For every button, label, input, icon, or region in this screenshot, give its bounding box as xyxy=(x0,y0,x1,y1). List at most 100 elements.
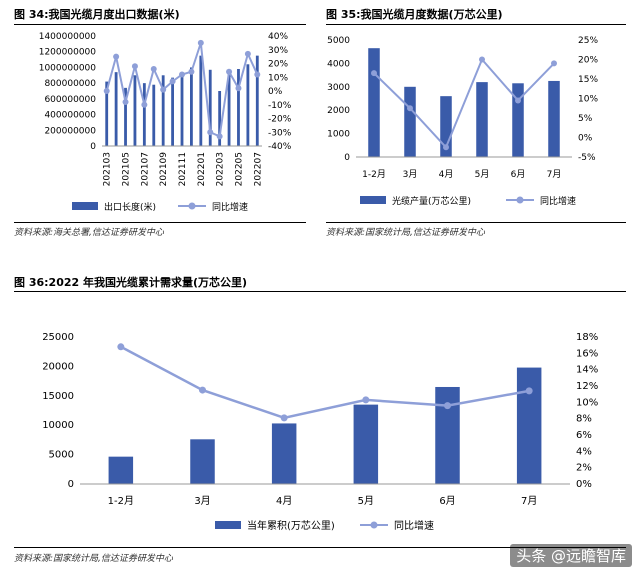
right-tick-label: -5% xyxy=(578,153,596,163)
x-tick-label: 202201 xyxy=(197,152,207,186)
bar xyxy=(435,386,460,484)
line-point xyxy=(207,129,214,136)
source-note: 资料来源:国家统计局,信达证券研发中心 xyxy=(326,228,485,238)
left-tick-label: 10000 xyxy=(42,420,74,431)
left-tick-label: 600000000 xyxy=(44,95,96,105)
right-tick-label: 15% xyxy=(578,75,598,85)
right-tick-label: -10% xyxy=(268,101,292,111)
bar xyxy=(108,456,134,484)
bar xyxy=(190,67,193,146)
right-tick-label: 2% xyxy=(576,463,592,474)
left-tick-label: 15000 xyxy=(42,391,74,402)
bar xyxy=(180,76,184,146)
right-tick-label: 0% xyxy=(268,87,283,97)
x-tick-label: 6月 xyxy=(511,169,526,180)
left-tick-label: 25000 xyxy=(42,332,74,343)
legend-bar-swatch xyxy=(72,202,98,210)
line-point xyxy=(443,144,449,151)
left-tick-label: 0 xyxy=(90,142,96,152)
line-point xyxy=(160,86,167,93)
right-tick-label: 10% xyxy=(578,95,598,105)
right-tick-label: 40% xyxy=(268,32,288,42)
watermark-logo: 头条 @远瞻智库 xyxy=(510,544,632,567)
bar xyxy=(124,87,127,146)
source-note: 资料来源:海关总署,信达证券研发中心 xyxy=(14,228,164,238)
line-point xyxy=(122,99,129,105)
legend-line-label: 同比增速 xyxy=(540,195,576,207)
line-point xyxy=(244,50,251,57)
right-tick-label: 10% xyxy=(268,73,288,83)
right-tick-label: 16% xyxy=(576,348,598,359)
bar xyxy=(353,404,379,484)
bar xyxy=(190,439,215,484)
bar xyxy=(152,84,156,146)
x-tick-label: 3月 xyxy=(403,169,418,180)
chart-plot: 0 5000 10000 15000 20000 25000 0% 2% 4% 6% 8% 10% 12… xyxy=(42,332,598,532)
line-point xyxy=(199,386,206,394)
left-tick-label: 4000 xyxy=(327,59,350,69)
right-tick-label: 10% xyxy=(576,397,598,408)
legend-line-label: 同比增速 xyxy=(394,519,434,532)
line-point xyxy=(131,63,138,70)
bar xyxy=(199,55,203,147)
bar xyxy=(548,80,560,157)
chart-plot: 0 1000 2000 3000 4000 5000 -5% 0% 5% 10% 15% 20% 25%… xyxy=(327,36,598,207)
line-point xyxy=(197,39,204,46)
right-tick-label: 20% xyxy=(578,56,598,66)
left-tick-label: 1200000000 xyxy=(39,48,97,58)
bar xyxy=(237,69,240,146)
right-tick-label: 0% xyxy=(576,479,592,490)
legend-bar-label: 出口长度(米) xyxy=(104,201,156,213)
left-tick-label: 1400000000 xyxy=(39,32,97,42)
right-tick-label: 8% xyxy=(576,414,592,425)
legend-line-marker xyxy=(370,521,378,529)
bar xyxy=(133,75,137,146)
legend-line-marker xyxy=(516,196,524,204)
source-rule xyxy=(14,547,626,548)
x-tick-label: 5月 xyxy=(475,169,490,180)
line-point xyxy=(371,70,377,77)
chart-plot: 0 200000000 400000000 600000000 800000000 100… xyxy=(39,32,292,213)
line-point xyxy=(117,343,125,351)
bar xyxy=(105,81,109,146)
bar xyxy=(404,86,416,157)
x-tick-label: 4月 xyxy=(439,169,454,180)
x-tick-label: 202111 xyxy=(178,152,188,186)
bar xyxy=(476,82,488,157)
left-tick-label: 20000 xyxy=(42,361,74,372)
x-tick-label: 1-2月 xyxy=(362,169,386,180)
left-tick-label: 5000 xyxy=(49,450,74,461)
line-point xyxy=(216,133,223,140)
line-point xyxy=(141,101,148,108)
x-tick-label: 202207 xyxy=(253,152,263,186)
chart-title: 图 34:我国光缆月度出口数据(米) xyxy=(14,8,180,21)
bar xyxy=(255,55,259,147)
chart-title: 图 36:2022 年我国光缆累计需求量(万芯公里) xyxy=(14,276,248,289)
left-tick-label: 5000 xyxy=(327,36,350,46)
right-tick-label: -20% xyxy=(268,115,292,125)
line-point xyxy=(479,56,485,63)
bar xyxy=(246,64,250,146)
line-point xyxy=(226,68,233,75)
line-point xyxy=(113,53,120,60)
x-tick-label: 202103 xyxy=(103,152,113,186)
series-line xyxy=(120,345,530,420)
bar xyxy=(271,423,297,484)
left-tick-label: 1000 xyxy=(327,130,350,140)
source-rule xyxy=(326,222,626,223)
left-tick-label: 3000 xyxy=(327,83,350,93)
right-tick-label: 4% xyxy=(576,446,592,457)
line-point xyxy=(235,85,242,92)
bar xyxy=(440,96,452,157)
right-tick-label: 18% xyxy=(576,332,598,343)
x-tick-label: 1-2月 xyxy=(108,495,134,507)
legend-bar-swatch xyxy=(360,196,386,204)
bar xyxy=(227,70,231,146)
source-rule xyxy=(14,222,306,223)
right-tick-label: 20% xyxy=(268,60,288,70)
series-line xyxy=(373,57,555,150)
line-point xyxy=(179,71,185,78)
legend-line-marker xyxy=(188,202,196,210)
left-tick-label: 400000000 xyxy=(44,111,96,121)
legend-bar-label: 光缆产量(万芯公里) xyxy=(392,195,471,207)
